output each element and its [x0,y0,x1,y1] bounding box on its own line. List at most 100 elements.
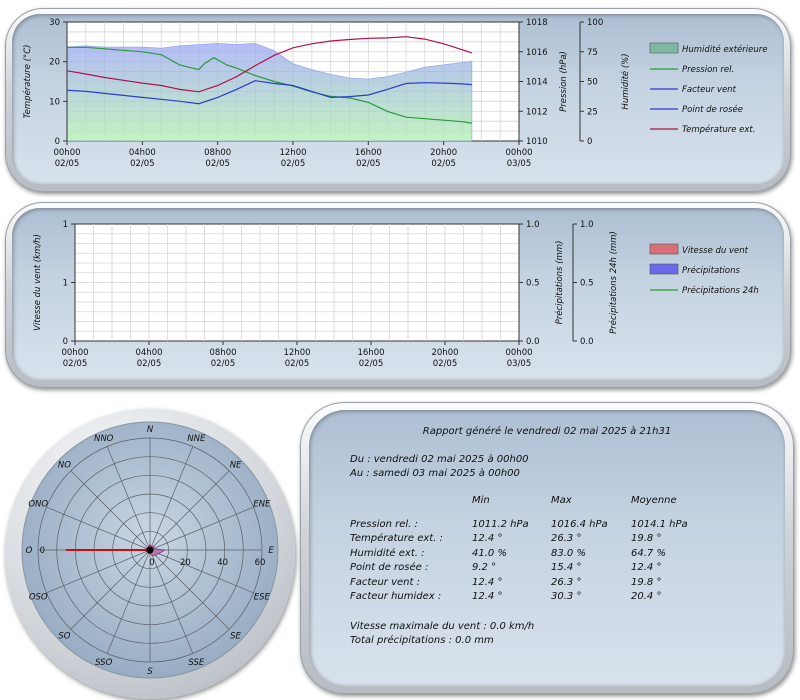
x-tick-time: 08h00 [209,348,236,358]
x-tick-date: 02/05 [130,159,155,169]
report-header-max: Max [551,495,572,506]
x-tick-date: 02/05 [433,359,458,369]
x-tick-date: 02/05 [205,159,230,169]
rose-spoke [106,549,151,654]
x-tick-date: 02/05 [359,359,384,369]
rose-direction-label: SE [230,632,241,642]
rose-direction-label: O [26,546,33,556]
y-tick-label: 0 [55,137,60,147]
axis-label-y_left: Vitesse du vent (km/h) [33,234,43,331]
y-tick-label: 0.5 [580,279,594,289]
report-row-max: 26.3 ° [551,576,582,588]
series-humidity-area [66,43,473,142]
y-tick-label: 0 [63,337,68,347]
axis-label-y_right2: Humidité (%) [620,53,631,109]
rose-spoke [149,549,194,654]
rose-radial-tick: 60 [255,558,266,568]
rose-direction-label: ENE [253,500,271,510]
axis-label-y_right1: Pression (hPa) [559,51,569,112]
rose-radial-tick: 20 [180,558,191,568]
report-row-min: 1011.2 hPa [472,519,529,530]
series-layer [66,36,473,142]
rose-direction-label: ESE [254,592,271,602]
report-row-min: 12.4 ° [472,591,503,602]
report-panel-inner [309,410,785,686]
legend-label: Température ext. [682,124,755,135]
rose-spoke [70,549,151,630]
report-row-label: Facteur humidex : [350,591,442,602]
rose-direction-label: SSO [95,658,112,668]
rose-direction-label: E [268,546,274,556]
report-row-avg: 20.4 ° [631,591,662,602]
y-tick-label: 50 [587,78,598,88]
report-row-label: Température ext. : [350,533,443,545]
series-temperature-line [66,36,473,93]
y-tick-label: 30 [49,18,60,28]
x-tick-date: 02/05 [63,359,88,369]
rose-direction-label: N [147,425,154,435]
legend-label: Facteur vent [682,85,737,95]
rose-left-label: 0 [40,546,45,556]
y-tick-label: 1012 [526,107,548,117]
wind-rose: N NNE NE ENE E ESE SE SSE S SSO SO OSO O ONO NO NNO 0 20 4… [21,421,279,679]
x-tick-date: 02/05 [285,359,310,369]
x-tick-time: 12h00 [279,148,306,158]
series-pressure-line [67,46,472,124]
rose-spoke [149,446,194,551]
rose-direction-label: NO [58,460,71,470]
legend-label: Humidité extérieure [682,44,767,55]
report-row-label: Facteur vent : [350,576,420,588]
x-tick-date: 02/05 [356,159,381,169]
report-row-label: Pression rel. : [350,519,418,530]
report-title: Rapport généré le vendredi 02 mai 2025 à… [422,426,672,437]
x-tick-date: 02/05 [431,159,456,169]
rose-center [146,546,154,554]
report-row-max: 15.4 ° [551,562,582,574]
rose-direction-label: NNO [94,434,114,444]
rose-direction-label: NNE [187,434,206,444]
rose-direction-label: SSE [188,658,204,668]
report-to: Au : samedi 03 mai 2025 à 00h00 [350,468,520,479]
y-tick-label: 100 [587,18,603,28]
rose-direction-label: S [147,667,153,677]
report: Rapport généré le vendredi 02 mai 2025 à… [300,402,794,694]
legend-label: Vitesse du vent [682,246,749,256]
y-tick-label: 20 [49,58,60,68]
x-tick-time: 00h00 [53,148,80,158]
x-tick-time: 12h00 [283,348,310,358]
rose-direction-label: OSO [29,592,48,602]
x-tick-time: 00h00 [61,348,88,358]
y-tick-label: 1010 [526,137,548,147]
x-tick-time: 04h00 [135,348,162,358]
y-tick-label: 1016 [526,48,548,58]
legend-label: Point de rosée [682,104,743,115]
x-tick-time: 00h00 [505,348,532,358]
report-header-min: Min [472,495,490,506]
wind-rain-chart: 00h0002/0504h0002/0508h0002/0512h0002/05… [33,220,759,369]
report-row-min: 12.4 ° [472,533,503,545]
x-tick-time: 08h00 [204,148,231,158]
y-tick-label: 0.0 [526,337,540,347]
rose-spoke [70,470,151,551]
report-row-avg: 19.8 ° [631,533,662,545]
x-tick-time: 20h00 [431,348,458,358]
y-tick-label: 1018 [526,18,548,28]
report-from: Du : vendredi 02 mai 2025 à 00h00 [350,454,529,465]
legend-label: Précipitations 24h [682,285,759,296]
y-tick-label: 75 [587,48,598,58]
y-tick-label: 25 [587,107,598,117]
report-row-min: 41.0 % [472,547,507,559]
rose-spoke [149,549,230,630]
axis-label-y_left: Température (°C) [22,45,33,119]
y-tick-label: 0 [587,137,592,147]
y-tick-label: 0.5 [526,279,540,289]
report-row-avg: 1014.1 hPa [631,519,688,530]
y-tick-label: 1.0 [526,220,540,230]
report-row-max: 1016.4 hPa [551,519,608,530]
rose-direction-label: SO [58,632,70,642]
report-row-label: Humidité ext. : [350,547,425,559]
x-tick-date: 03/05 [507,359,532,369]
report-row-avg: 64.7 % [631,547,666,559]
rose-radial-tick: 0 [149,558,154,568]
x-tick-date: 02/05 [281,159,306,169]
